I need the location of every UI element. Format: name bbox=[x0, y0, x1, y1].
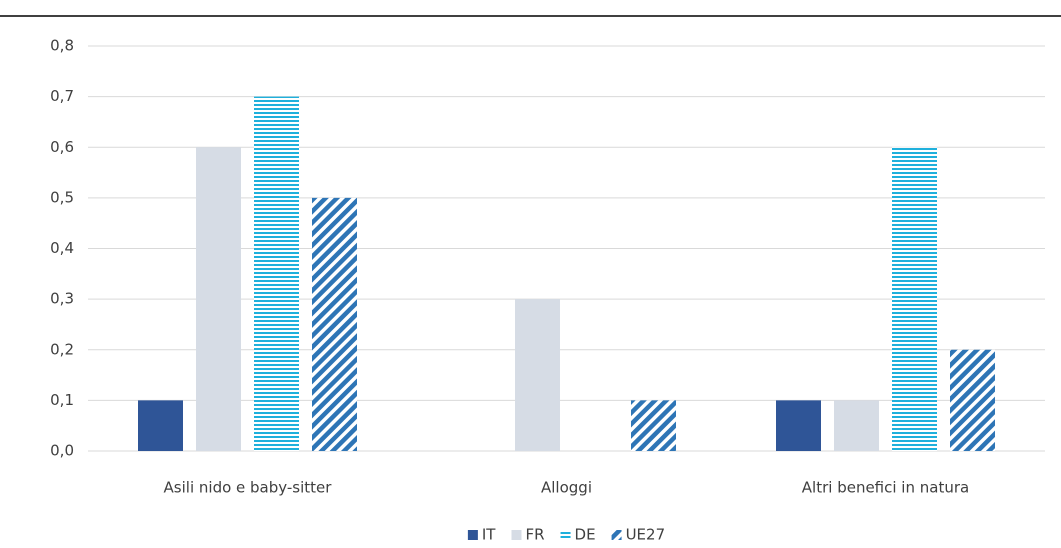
bar bbox=[138, 400, 183, 451]
x-tick-label: Asili nido e baby-sitter bbox=[164, 479, 333, 497]
legend: IT FR DE UE27 bbox=[467, 526, 666, 544]
y-tick-label: 0,3 bbox=[50, 290, 74, 308]
legend-swatch bbox=[611, 530, 622, 540]
y-tick-label: 0,7 bbox=[50, 87, 74, 105]
y-tick-label: 0,1 bbox=[50, 391, 74, 409]
legend-label: FR bbox=[525, 526, 544, 544]
bar bbox=[950, 349, 995, 451]
bar bbox=[254, 96, 299, 451]
y-tick-label: 0,4 bbox=[50, 239, 74, 257]
x-tick-label: Alloggi bbox=[541, 479, 592, 497]
y-tick-label: 0,0 bbox=[50, 442, 74, 460]
y-tick-label: 0,6 bbox=[50, 138, 74, 156]
legend-label: UE27 bbox=[626, 526, 666, 544]
legend-swatch bbox=[511, 530, 522, 540]
y-tick-label: 0,5 bbox=[50, 188, 74, 206]
bar bbox=[196, 147, 241, 451]
legend-label: DE bbox=[575, 526, 596, 544]
bar bbox=[834, 400, 879, 451]
legend-swatch bbox=[467, 530, 478, 540]
y-tick-label: 0,2 bbox=[50, 340, 74, 358]
bar bbox=[892, 147, 937, 451]
y-tick-label: 0,8 bbox=[50, 37, 74, 55]
legend-swatch bbox=[560, 530, 571, 540]
bar bbox=[312, 197, 357, 451]
x-tick-label: Altri benefici in natura bbox=[802, 479, 969, 497]
bar bbox=[515, 299, 560, 451]
bar bbox=[776, 400, 821, 451]
bar bbox=[631, 400, 676, 451]
legend-label: IT bbox=[482, 526, 496, 544]
